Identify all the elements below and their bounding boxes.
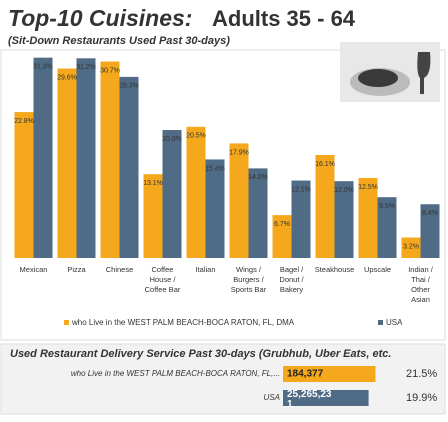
x-tick-label: Chinese — [106, 265, 134, 274]
bar — [14, 112, 34, 258]
bar — [420, 204, 440, 258]
bar — [186, 126, 206, 258]
bar — [315, 154, 335, 258]
bar — [100, 61, 120, 258]
value-label: 17.9% — [229, 149, 249, 156]
chart-subtitle: (Sit-Down Restaurants Used Past 30-days) — [8, 35, 230, 47]
legend-label: USA — [386, 318, 403, 327]
bar — [57, 68, 77, 258]
photo — [340, 42, 440, 102]
value-label: 22.8% — [14, 118, 34, 125]
x-tick-label: Wings / Burgers / Sports Bar — [231, 265, 267, 294]
legend-swatch — [378, 320, 383, 325]
value-label: 9.5% — [379, 203, 395, 210]
value-label: 8.4% — [422, 210, 438, 217]
value-label: 30.7% — [100, 67, 120, 74]
value-label: 15.4% — [205, 165, 225, 172]
value-label: 21.5% — [406, 368, 437, 380]
bar — [119, 76, 139, 258]
x-tick-label: Bagel / Donut / Bakery — [279, 265, 304, 294]
x-tick-label: Italian — [195, 265, 215, 274]
y-tick-label: who Live in the WEST PALM BEACH-BOCA RAT… — [71, 369, 280, 378]
bar — [248, 168, 268, 258]
value-label: 14.0% — [248, 174, 268, 181]
value-label: 12.5% — [358, 184, 378, 191]
value-label: 16.1% — [315, 161, 335, 168]
chart-subtitle-main: Adults 35 - 64 — [212, 6, 356, 31]
value-label: 19.9% — [406, 392, 437, 404]
y-tick-label: USA — [264, 393, 280, 402]
legend-swatch — [64, 320, 69, 325]
bar — [358, 178, 378, 258]
chart-title: Top-10 Cuisines: — [8, 5, 192, 31]
bar — [334, 181, 354, 258]
value-label: 6.7% — [274, 221, 290, 228]
x-tick-label: Mexican — [20, 265, 48, 274]
x-tick-label: Coffee House / Coffee Bar — [145, 265, 181, 294]
value-label: 12.1% — [291, 186, 311, 193]
count-label: 25,265,23 1 — [287, 389, 332, 410]
value-label: 13.1% — [143, 180, 163, 187]
value-label: 31.2% — [76, 64, 96, 71]
x-tick-label: Indian / Thai / Other Asian — [408, 265, 434, 304]
value-label: 12.0% — [334, 187, 354, 194]
value-label: 28.3% — [119, 83, 139, 90]
bar — [162, 130, 182, 258]
bar — [33, 57, 53, 259]
x-tick-label: Steakhouse — [315, 265, 355, 274]
delivery-title: Used Restaurant Delivery Service Past 30… — [10, 348, 391, 360]
bar — [205, 159, 225, 258]
bar — [272, 215, 292, 258]
bar — [283, 390, 369, 406]
x-tick-label: Upscale — [364, 265, 391, 274]
bar — [291, 180, 311, 258]
bar — [76, 58, 96, 258]
bar — [229, 143, 249, 258]
bar — [143, 174, 163, 258]
x-tick-label: Pizza — [67, 265, 86, 274]
count-label: 184,377 — [287, 369, 324, 380]
chart-frame — [0, 49, 446, 341]
value-label: 31.3% — [33, 64, 53, 71]
bar — [401, 237, 421, 258]
value-label: 20.5% — [186, 133, 206, 140]
value-label: 20.0% — [162, 136, 182, 143]
value-label: 3.2% — [403, 243, 419, 250]
value-label: 29.6% — [57, 74, 77, 81]
legend-label: who Live in the WEST PALM BEACH-BOCA RAT… — [71, 318, 295, 327]
bar — [377, 197, 397, 258]
bar — [283, 366, 376, 382]
